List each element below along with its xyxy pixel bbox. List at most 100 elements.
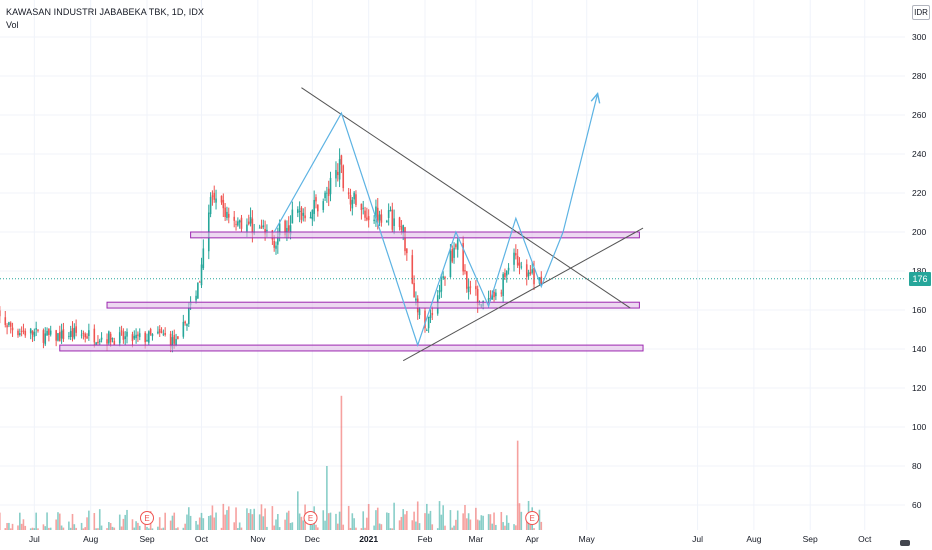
volume-bar [227,506,230,530]
volume-bar [302,520,305,530]
earnings-marker-label: E [530,514,535,523]
candle-body [195,295,197,301]
volume-bar [520,511,523,530]
candle-body [444,277,446,279]
volume-bar [482,515,484,530]
candle-body [227,213,230,218]
candle-body [311,209,314,220]
time-tick-label: Oct [195,534,209,544]
volume-bar [253,508,256,530]
candle-body [533,268,535,285]
volume-bar [237,528,239,530]
candle-body [222,199,225,209]
candle-body [355,194,357,206]
volume-bar [68,521,70,530]
candle-body [360,203,363,210]
volume-bar [362,511,365,530]
volume-bar [404,514,406,530]
candle-body [215,198,217,203]
candle-body [289,225,292,235]
volume-bar [186,514,188,530]
volume-bar [327,513,330,530]
volume-bar [198,517,201,530]
candle-body [266,229,268,232]
volume-bar [391,528,394,530]
candle-body [17,330,19,336]
volume-bar [109,523,112,530]
volume-bar [515,525,517,530]
volume-bar [42,524,45,530]
volume-bar [398,520,401,530]
candle-body [515,253,517,256]
volume-bar [315,524,317,530]
candle-body [322,201,325,210]
volume-bar [55,519,57,530]
tradingview-logo-icon[interactable] [900,540,910,546]
candle-body [146,339,148,342]
volume-bar [465,518,468,530]
volume-bar [175,528,177,530]
volume-bar [340,395,343,530]
volume-bar [19,512,21,530]
currency-badge[interactable]: IDR [912,5,930,20]
earnings-marker[interactable] [140,511,154,525]
candle-body [464,269,466,272]
candle-body [187,308,190,324]
candle-body [349,194,352,205]
candle-body [171,337,174,349]
volume-bar [393,502,395,530]
candle-body [106,339,108,344]
volume-bar [336,523,339,530]
volume-bar [249,509,252,530]
candle-body [55,330,57,341]
volume-bar [171,515,174,530]
volume-bar [504,525,506,530]
candle-body [226,211,228,219]
candle-body [148,331,150,343]
volume-bar [182,527,185,530]
volume-bar [366,517,368,530]
volume-bar [131,519,134,530]
volume-bar [211,505,214,530]
volume-bar [187,507,190,530]
symbol-title: KAWASAN INDUSTRI JABABEKA TBK, 1D, IDX [6,7,205,17]
candle-body [402,225,404,234]
candle-body [316,204,319,212]
price-tick-label: 120 [912,383,926,393]
candle-body [58,332,61,342]
volume-bar [387,512,390,530]
volume-bar [164,512,166,530]
candle-body [35,328,37,330]
volume-bar [111,526,114,530]
candle-body [366,217,368,220]
candle-body [469,286,472,288]
candle-body [449,250,452,277]
volume-bar [442,505,444,530]
candle-body [507,267,510,271]
volume-bar [17,525,19,530]
candle-body [455,244,457,248]
price-axis: 60 80 100 120 140 160 180 200 220 240 260 280 300 [912,32,926,510]
earnings-marker[interactable] [303,511,318,525]
volume-bar [480,515,483,530]
time-tick-label: Apr [526,534,539,544]
time-tick-label: May [579,534,596,544]
volume-bar [86,517,88,530]
volume-bar [202,518,205,530]
candle-body [400,226,403,230]
earnings-marker[interactable] [525,511,540,525]
candle-body [238,220,241,223]
volume-bar [226,510,228,530]
candle-body [487,298,490,301]
time-tick-label: Sep [139,534,154,544]
volume-bar [367,503,370,530]
candle-body [418,309,421,316]
volume-bar [464,505,466,530]
candle-body [31,330,34,335]
volume-bar [271,506,274,530]
candle-body [62,329,65,340]
candle-body [235,223,237,225]
candle-body [177,336,179,339]
